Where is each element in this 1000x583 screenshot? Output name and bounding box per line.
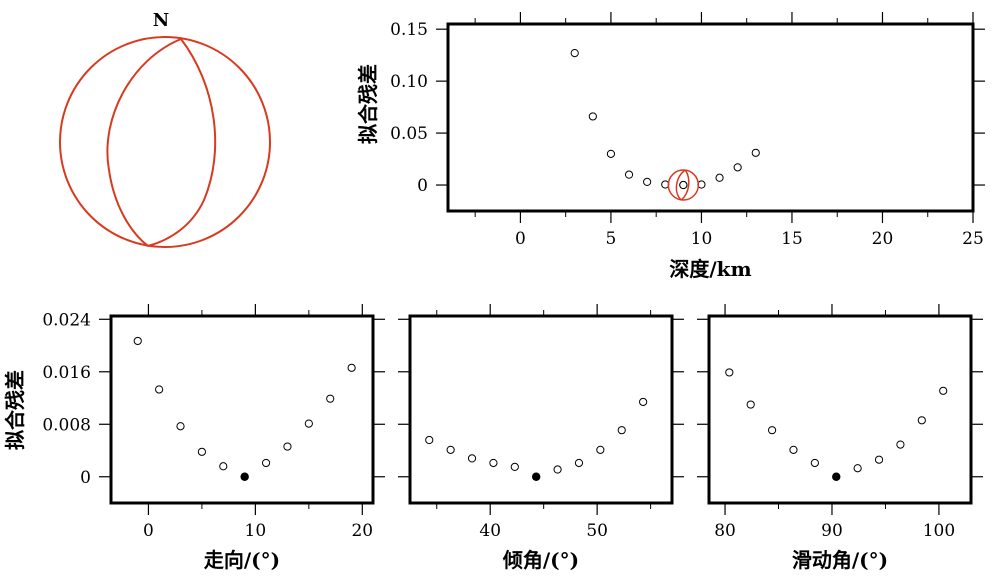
north-label: N [153, 10, 169, 31]
mini-nodal-plane-1 [675, 169, 686, 201]
depth-point [624, 170, 634, 179]
depth-xlabel: 深度/km [669, 257, 751, 281]
depth-ytick-label: 0.10 [390, 72, 428, 92]
strike-point [155, 385, 164, 394]
strike-point [283, 442, 292, 451]
depth-point [588, 112, 597, 121]
dip-point [617, 426, 626, 435]
dip-point [596, 445, 605, 454]
depth-best-point [679, 180, 688, 190]
strike-point [347, 363, 356, 372]
strike-ytick-label: 0.016 [42, 363, 91, 383]
depth-panel: 0 5 10 15 20 25 0 0.05 0.10 0.15 深度/km 拟合残差 [356, 12, 985, 281]
dip-xtick-label: 50 [586, 521, 608, 541]
dip-best-point [531, 472, 541, 481]
rake-frame [707, 314, 973, 505]
depth-point [643, 177, 652, 187]
depth-xtick-label: 25 [962, 229, 984, 249]
depth-ylabel: 拟合残差 [356, 64, 380, 144]
strike-point [133, 336, 142, 346]
strike-panel: 0 10 20 0 0.008 0.016 0.024 走向/(°) 拟合残差 [3, 304, 385, 572]
depth-xtick-label: 15 [781, 229, 803, 249]
strike-point [176, 422, 185, 431]
strike-xtick-label: 10 [245, 521, 267, 541]
depth-xtick-label: 5 [606, 229, 617, 249]
strike-point [326, 394, 335, 403]
dip-xlabel: 倾角/(°) [502, 548, 579, 572]
depth-point [570, 48, 579, 58]
rake-xlabel: 滑动角/(°) [792, 548, 888, 572]
strike-point [219, 462, 228, 471]
depth-xtick-label: 20 [872, 229, 894, 249]
strike-ytick-label: 0.024 [42, 310, 91, 330]
dip-point [446, 445, 455, 454]
rake-point [939, 386, 948, 395]
rake-point [874, 455, 884, 464]
dip-point [510, 462, 519, 472]
rake-point [896, 440, 905, 449]
strike-xtick-label: 0 [143, 521, 154, 541]
strike-ylabel: 拟合残差 [3, 370, 27, 450]
strike-point [304, 419, 313, 428]
rake-point [767, 426, 777, 435]
strike-point [197, 447, 206, 456]
strike-xlabel: 走向/(°) [204, 548, 280, 572]
depth-point [715, 173, 724, 182]
depth-best-beachball [667, 169, 700, 201]
depth-point [606, 149, 616, 158]
rake-best-point [832, 472, 841, 481]
depth-point [733, 163, 742, 172]
rake-xtick-label: 80 [714, 521, 736, 541]
strike-ytick-label: 0 [80, 468, 91, 488]
depth-ytick-label: 0.05 [390, 124, 428, 144]
strike-frame [109, 314, 375, 505]
dip-panel: 40 50 倾角/(°) [398, 304, 684, 572]
rake-point [853, 464, 862, 473]
dip-point [553, 465, 562, 474]
rake-point [810, 458, 819, 468]
dip-frame [408, 314, 674, 505]
dip-point [639, 397, 648, 407]
depth-ytick-label: 0 [417, 176, 428, 196]
nodal-plane-2 [147, 38, 217, 247]
strike-xtick-label: 20 [351, 521, 373, 541]
rake-panel: 80 90 100 滑动角/(°) [697, 304, 983, 572]
strike-point [261, 458, 271, 468]
strike-ytick-label: 0.008 [42, 415, 91, 435]
strike-best-point [240, 472, 249, 481]
dip-point [425, 435, 434, 445]
rake-point [789, 445, 798, 454]
dip-point [467, 454, 477, 463]
beachball-circle [59, 36, 271, 248]
depth-xtick-label: 10 [691, 229, 713, 249]
rake-point [746, 400, 755, 409]
dip-point [489, 458, 498, 468]
rake-xtick-label: 90 [821, 521, 843, 541]
dip-xtick-label: 40 [479, 521, 501, 541]
depth-point [751, 148, 760, 157]
beachball-plot: N [59, 10, 271, 248]
dip-point [574, 458, 584, 468]
rake-point [725, 368, 734, 377]
rake-point [917, 416, 926, 425]
depth-xtick-label: 0 [515, 229, 526, 249]
nodal-plane-1 [106, 38, 182, 247]
mini-beachball-circle [667, 169, 700, 201]
depth-ytick-label: 0.15 [390, 20, 428, 40]
mini-nodal-plane-2 [680, 169, 690, 201]
rake-xtick-label: 100 [923, 521, 955, 541]
depth-frame [446, 22, 975, 213]
